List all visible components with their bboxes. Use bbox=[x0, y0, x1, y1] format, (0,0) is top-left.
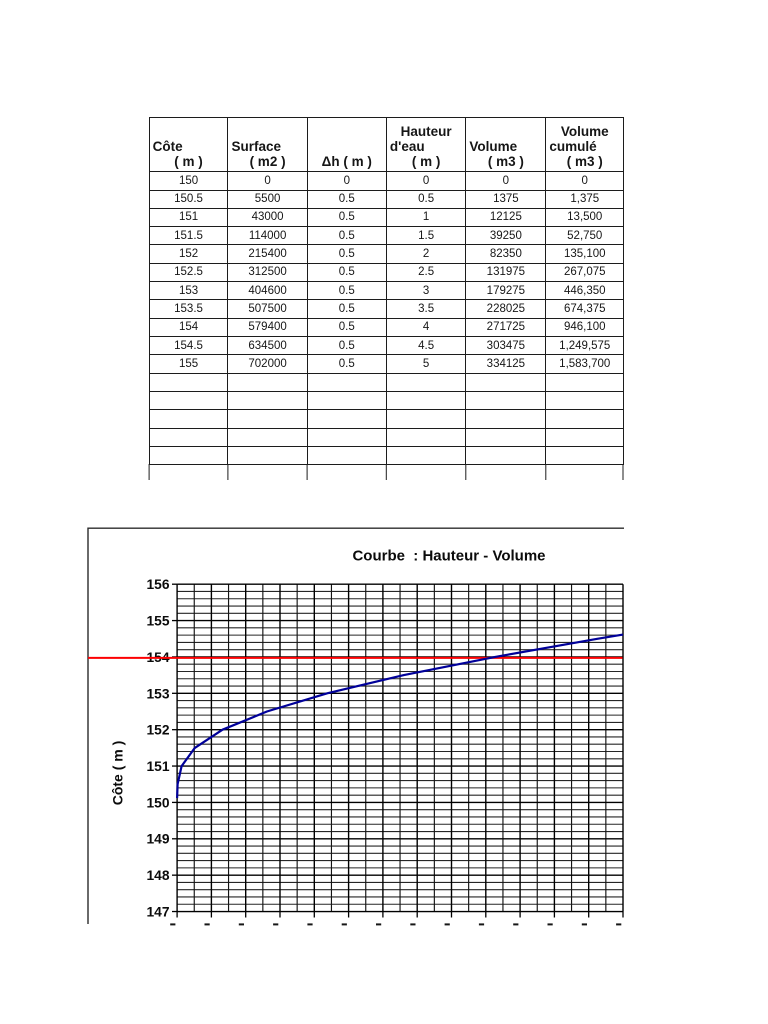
svg-text:148: 148 bbox=[146, 868, 169, 883]
svg-text:150: 150 bbox=[146, 795, 169, 810]
svg-text:155: 155 bbox=[146, 614, 169, 629]
svg-text:Côte ( m ): Côte ( m ) bbox=[110, 741, 126, 806]
svg-text:149: 149 bbox=[146, 832, 169, 847]
svg-text:152: 152 bbox=[146, 723, 169, 738]
svg-text:151: 151 bbox=[146, 759, 169, 774]
svg-text:147: 147 bbox=[146, 904, 169, 919]
svg-text:Courbe : Hauteur - Volume: Courbe : Hauteur - Volume bbox=[352, 548, 545, 565]
svg-text:153: 153 bbox=[146, 686, 169, 701]
svg-text:156: 156 bbox=[146, 577, 169, 592]
